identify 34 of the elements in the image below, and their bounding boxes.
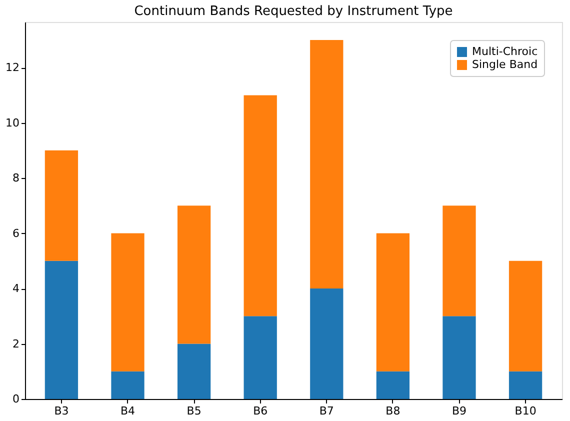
y-tick-label: 2	[12, 337, 20, 350]
bar	[111, 371, 144, 399]
bar	[310, 40, 344, 289]
bar	[310, 288, 344, 399]
x-tick-label: B3	[54, 404, 69, 418]
y-tick-label: 6	[12, 226, 20, 240]
x-tick-label: B9	[452, 404, 467, 418]
legend-label: Single Band	[472, 58, 538, 71]
bar	[244, 316, 277, 399]
bar	[177, 206, 211, 344]
bar	[442, 206, 476, 316]
x-tick-label: B5	[186, 404, 202, 418]
bar	[44, 260, 78, 399]
bar	[177, 344, 211, 399]
bar	[508, 371, 542, 399]
bar	[111, 233, 144, 372]
bar	[376, 371, 410, 399]
y-tick-label: 10	[6, 116, 20, 130]
y-tick-label: 4	[12, 282, 20, 296]
y-tick-label: 8	[12, 172, 20, 185]
bar	[508, 260, 542, 372]
bar	[44, 150, 78, 261]
bar	[376, 233, 410, 372]
x-tick-label: B10	[514, 404, 536, 418]
y-tick-label: 12	[6, 61, 20, 74]
bar	[442, 316, 476, 399]
x-tick-label: B4	[120, 404, 136, 418]
legend-label: Multi-Chroic	[472, 45, 538, 58]
x-tick-label: B6	[253, 404, 268, 418]
x-tick-label: B7	[319, 404, 334, 418]
y-tick-label: 0	[12, 392, 20, 406]
bar	[244, 95, 277, 316]
x-tick-label: B8	[386, 404, 400, 418]
chart-title: Continuum Bands Requested by Instrument Type	[134, 4, 453, 19]
